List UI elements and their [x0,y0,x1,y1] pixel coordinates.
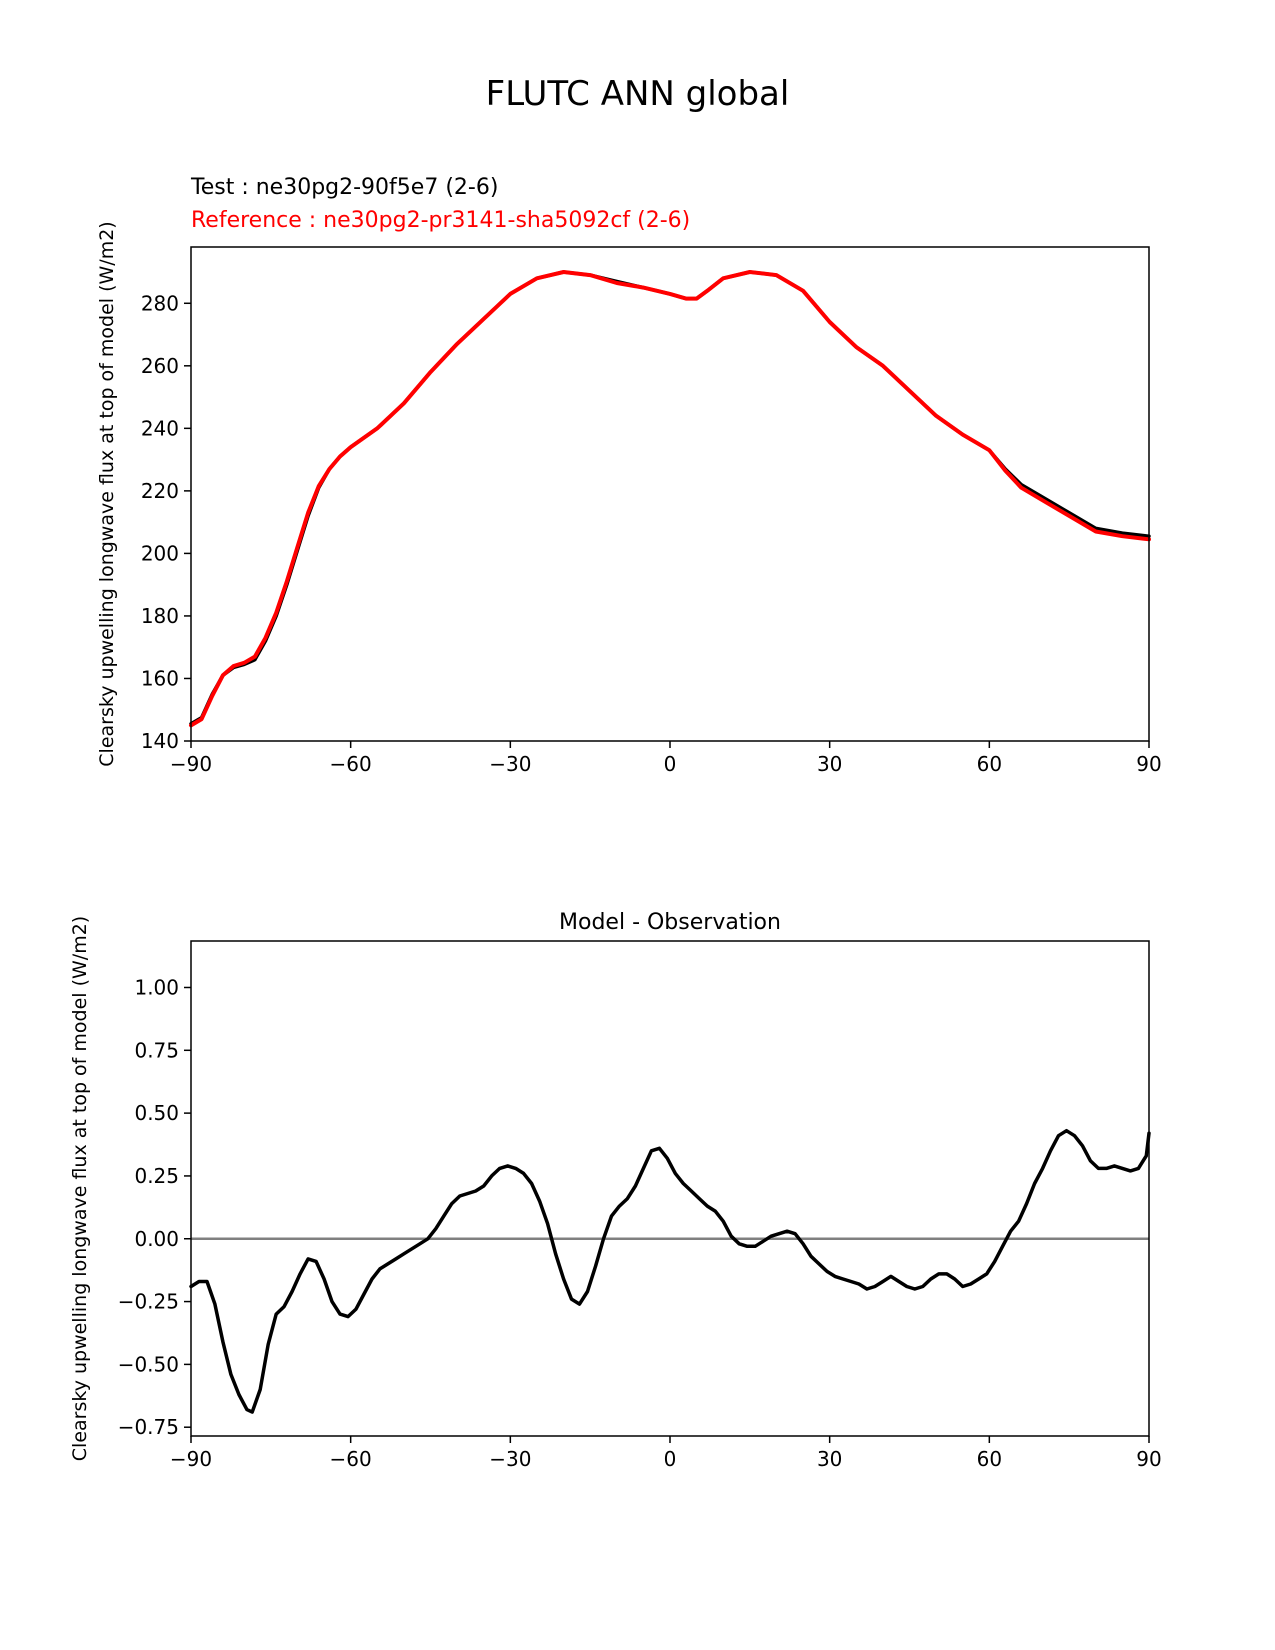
bottom-y-tick-label: 0.50 [134,1101,179,1125]
bottom-y-tick-label: −0.50 [118,1352,179,1376]
top-y-tick-label: 200 [141,541,179,565]
bottom-x-tick-label: −90 [170,1447,212,1471]
bottom-chart-title: Model - Observation [559,910,781,935]
legend-reference-label: Reference : ne30pg2-pr3141-sha5092cf (2-… [191,208,691,233]
top-y-tick-label: 180 [141,604,179,628]
top-y-tick-label: 280 [141,291,179,315]
top-series-reference [189,270,1151,728]
top-x-tick-label: 0 [664,752,677,776]
bottom-x-tick-label: −60 [330,1447,372,1471]
bottom-y-tick-label: 0.75 [134,1038,179,1062]
bottom-y-tick-label: 0.25 [134,1164,179,1188]
top-axes-frame [190,246,1150,742]
top-y-tick-label: 240 [141,416,179,440]
top-x-tick-label: −60 [330,752,372,776]
top-x-tick-label: 90 [1136,752,1161,776]
bottom-y-tick-label: −0.75 [118,1415,179,1439]
top-series-test [189,270,1151,726]
top-x-tick-label: −90 [170,752,212,776]
legend-test-label: Test : ne30pg2-90f5e7 (2-6) [191,175,499,200]
bottom-x-tick-label: 30 [817,1447,842,1471]
top-x-tick-label: 60 [977,752,1002,776]
bottom-y-tick-label: 1.00 [134,975,179,999]
bottom-x-tick-label: 60 [977,1447,1002,1471]
bottom-y-tick-label: 0.00 [134,1227,179,1251]
bottom-x-tick-label: −30 [489,1447,531,1471]
top-y-tick-label: 140 [141,729,179,753]
top-y-tick-label: 220 [141,479,179,503]
top-y-axis-label: Clearsky upwelling longwave flux at top … [96,221,118,766]
bottom-y-tick-label: −0.25 [118,1290,179,1314]
bottom-series-model-observation [189,1128,1151,1414]
top-x-tick-label: −30 [489,752,531,776]
top-y-tick-label: 260 [141,354,179,378]
bottom-x-tick-label: 0 [664,1447,677,1471]
figure-title: FLUTC ANN global [485,74,790,114]
bottom-axes-frame [190,940,1150,1437]
bottom-x-tick-label: 90 [1136,1447,1161,1471]
top-y-tick-label: 160 [141,666,179,690]
bottom-y-axis-label: Clearsky upwelling longwave flux at top … [69,916,91,1461]
top-x-tick-label: 30 [817,752,842,776]
